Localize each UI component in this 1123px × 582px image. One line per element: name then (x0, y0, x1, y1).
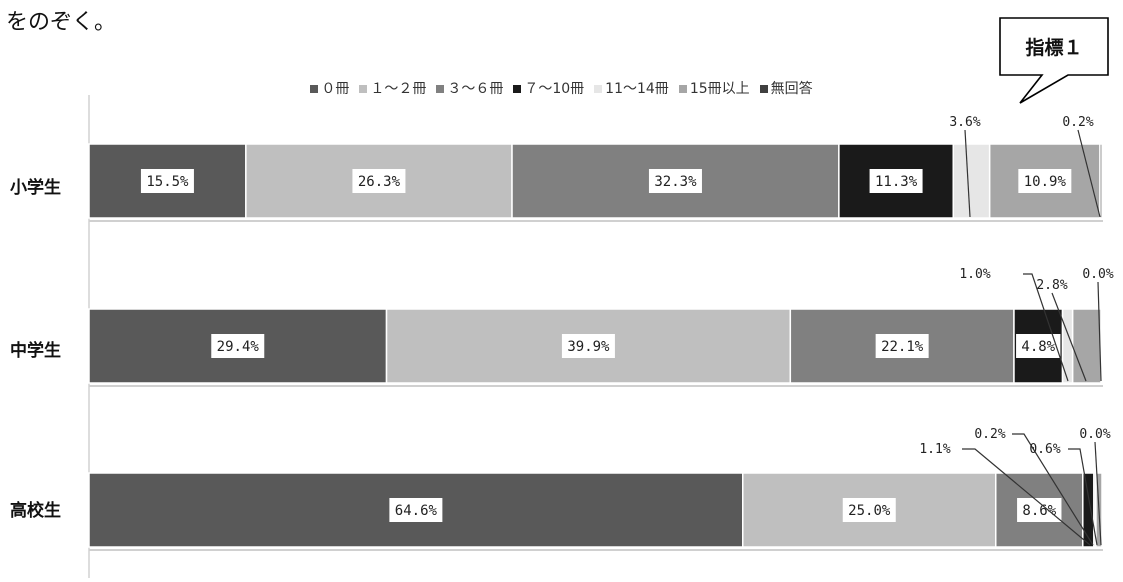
chart-legend: ０冊 １～２冊 ３～６冊 ７～10冊 11～14冊 15冊以上 無回答 (0, 78, 1123, 98)
data-label: 3.6% (949, 115, 980, 130)
data-label: 0.2% (1062, 115, 1093, 130)
bar-segment (1061, 308, 1074, 384)
leader-line (1023, 273, 1069, 382)
leader-line (1097, 281, 1102, 382)
leader-line (1068, 448, 1098, 546)
header-text: をのぞく。 (6, 10, 117, 35)
data-label-bg (842, 498, 896, 522)
data-label-bg (140, 169, 194, 193)
callout-label: 指標１ (1025, 37, 1083, 59)
bar-segment (1099, 143, 1103, 219)
bar-segment (1071, 308, 1102, 384)
data-label: 0.0% (1079, 427, 1110, 442)
data-label: 39.9% (567, 339, 610, 355)
category-label-high-school: 高校生 (10, 501, 61, 521)
legend-swatch (594, 85, 603, 93)
data-label-bg (869, 169, 923, 193)
data-label-bg (389, 498, 443, 522)
data-label-bg (648, 169, 702, 193)
legend-item: １～２冊 (359, 78, 426, 98)
bar-segment (1082, 472, 1095, 548)
category-label-junior-high: 中学生 (10, 341, 61, 361)
leader-line (1051, 292, 1087, 382)
data-label-bg (352, 169, 406, 193)
legend-item: 15冊以上 (678, 78, 750, 98)
data-label: 0.6% (1029, 442, 1060, 457)
legend-label: ３～６冊 (447, 81, 504, 97)
data-label: 11.3% (875, 174, 918, 190)
data-label: 4.8% (1021, 339, 1055, 355)
legend-label: ０冊 (321, 81, 350, 97)
data-label-bg (561, 334, 615, 358)
legend-swatch (759, 85, 768, 93)
legend-label: ７～10冊 (524, 81, 585, 97)
legend-swatch (310, 85, 319, 93)
leader-line (1077, 129, 1101, 218)
data-label: 29.4% (217, 339, 260, 355)
legend-item: ３～６冊 (436, 78, 503, 98)
legend-swatch (359, 85, 368, 93)
legend-label: 11～14冊 (605, 81, 669, 97)
legend-item: 11～14冊 (594, 78, 669, 98)
legend-label: 無回答 (770, 81, 813, 97)
bar-segment (952, 143, 991, 219)
data-label: 0.2% (974, 427, 1005, 442)
leader-line (962, 448, 1091, 546)
data-label: 64.6% (395, 503, 438, 519)
leader-line (1012, 433, 1094, 546)
data-label: 15.5% (146, 174, 189, 190)
data-label: 26.3% (358, 174, 401, 190)
data-label: 22.1% (881, 339, 924, 355)
callout-box (999, 17, 1109, 104)
data-label: 1.1% (919, 442, 950, 457)
legend-label: 15冊以上 (689, 81, 750, 97)
legend-swatch (678, 85, 687, 93)
legend-swatch (513, 85, 522, 93)
data-label-bg (875, 334, 929, 358)
data-label: 32.3% (654, 174, 697, 190)
data-label: 25.0% (848, 503, 891, 519)
data-label-bg (211, 334, 265, 358)
legend-item: ７～10冊 (513, 78, 584, 98)
legend-item: 無回答 (759, 78, 813, 98)
legend-item: ０冊 (310, 78, 349, 98)
data-label: 0.0% (1082, 267, 1113, 282)
legend-label: １～２冊 (370, 81, 427, 97)
category-label-elementary: 小学生 (10, 178, 61, 198)
data-label: 1.0% (959, 267, 990, 282)
leader-line (964, 129, 971, 218)
leader-line (1094, 441, 1102, 546)
data-label: 10.9% (1024, 174, 1067, 190)
legend-swatch (436, 85, 445, 93)
data-label: 2.8% (1036, 278, 1067, 293)
data-label-bg (1018, 169, 1072, 193)
data-label: 8.6% (1022, 503, 1056, 519)
